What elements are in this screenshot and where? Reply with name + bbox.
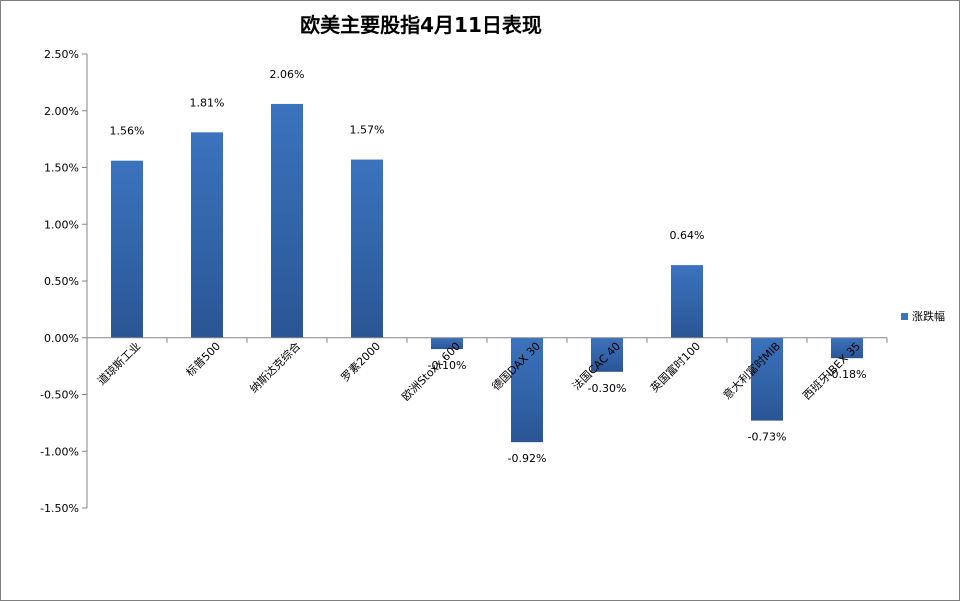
y-tick-label: 2.50%: [44, 48, 79, 61]
x-tick-label: 道琼斯工业: [94, 339, 143, 388]
data-label: 2.06%: [270, 68, 305, 81]
data-label: -0.10%: [428, 359, 467, 372]
data-label: -0.18%: [828, 368, 867, 381]
legend-label: 涨跌幅: [912, 310, 945, 323]
bar: [511, 337, 543, 443]
chart-title: 欧美主要股指4月11日表现: [300, 13, 542, 37]
data-label: 1.57%: [350, 124, 385, 137]
y-tick-label: -1.00%: [40, 445, 79, 458]
x-tick-label: 罗素2000: [339, 340, 384, 385]
y-tick-label: 0.50%: [44, 275, 79, 288]
bar: [111, 160, 143, 338]
data-label: 1.56%: [110, 125, 145, 138]
bar: [351, 159, 383, 338]
y-tick-label: 1.50%: [44, 162, 79, 175]
legend: 涨跌幅: [901, 308, 945, 324]
x-tick-label: 纳斯达克综合: [247, 339, 304, 396]
bar: [191, 132, 223, 338]
data-label: 0.64%: [670, 229, 705, 242]
y-tick-label: 1.00%: [44, 218, 79, 231]
data-label: -0.30%: [588, 382, 627, 395]
data-label: -0.92%: [508, 452, 547, 465]
legend-swatch: [901, 312, 908, 320]
x-tick-label: 标普500: [183, 339, 223, 379]
data-label: 1.81%: [190, 96, 225, 109]
bar: [271, 103, 303, 338]
y-tick-label: 2.00%: [44, 105, 79, 118]
data-label: -0.73%: [748, 431, 787, 444]
y-tick-label: -0.50%: [40, 389, 79, 402]
y-tick-label: -1.50%: [40, 502, 79, 515]
x-tick-label: 英国富时100: [647, 339, 703, 395]
y-tick-label: 0.00%: [44, 332, 79, 345]
bar: [671, 265, 703, 338]
bar: [751, 337, 783, 421]
bar: [431, 337, 463, 350]
bar: [831, 337, 863, 359]
bar: [591, 337, 623, 372]
